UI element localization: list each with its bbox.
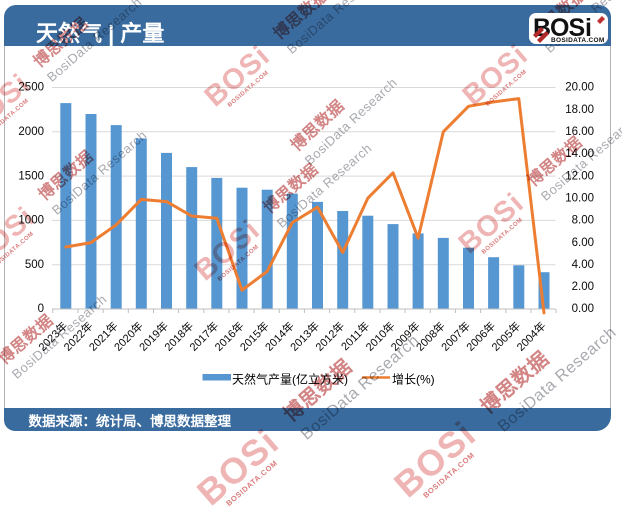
svg-text:8.00: 8.00 [572,215,594,227]
svg-text:18.00: 18.00 [565,104,594,116]
svg-text:500: 500 [25,259,44,271]
svg-text:天然气产量(亿立方米): 天然气产量(亿立方米) [232,372,348,387]
svg-text:0: 0 [38,303,44,315]
svg-text:6.00: 6.00 [572,237,594,249]
svg-text:20.00: 20.00 [565,82,594,94]
svg-text:10.00: 10.00 [565,192,594,204]
svg-text:1500: 1500 [18,170,44,182]
svg-text:BOSIDATA.COM: BOSIDATA.COM [551,37,605,44]
svg-text:12.00: 12.00 [565,170,594,182]
svg-text:4.00: 4.00 [572,259,594,271]
svg-text:2.00: 2.00 [572,281,594,293]
svg-text:增长(%): 增长(%) [392,373,435,387]
svg-text:0.00: 0.00 [572,303,594,315]
svg-text:1000: 1000 [18,215,44,227]
svg-text:i: i [585,14,592,42]
svg-text:16.00: 16.00 [565,126,594,138]
svg-text:2000: 2000 [18,126,44,138]
svg-text:2500: 2500 [18,82,44,94]
svg-text:14.00: 14.00 [565,148,594,160]
